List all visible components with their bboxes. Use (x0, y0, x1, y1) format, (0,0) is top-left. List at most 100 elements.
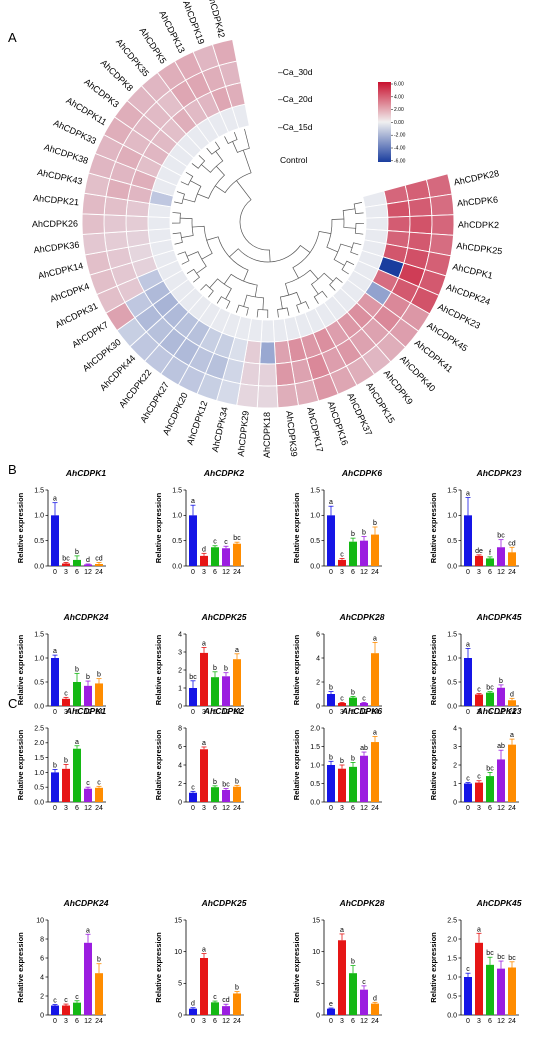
y-tick-label: 0.0 (310, 563, 320, 570)
y-tick-label: 0.0 (172, 563, 182, 570)
chart-title: AhCDPK1 (65, 468, 106, 478)
significance-letter: c (75, 994, 79, 1001)
significance-letter: b (373, 520, 377, 527)
x-tick-label: 0 (329, 1018, 333, 1025)
bar (51, 772, 59, 802)
chart-title: AhCDPK2 (203, 706, 244, 716)
y-axis-label: Relative expression (16, 634, 25, 705)
significance-letter: de (475, 548, 483, 555)
bar (508, 700, 516, 706)
x-tick-label: 12 (84, 569, 92, 576)
chart-title: AhCDPK6 (341, 468, 382, 478)
bar (62, 768, 70, 802)
x-tick-label: 0 (191, 805, 195, 812)
gene-label: AhCDPK14 (37, 261, 84, 281)
y-tick-label: 1.5 (34, 755, 44, 762)
significance-letter: a (373, 730, 377, 737)
x-tick-label: 24 (371, 709, 379, 716)
significance-letter: bc (222, 782, 230, 789)
bar (51, 658, 59, 706)
bar (338, 559, 346, 566)
x-tick-label: 3 (64, 709, 68, 716)
significance-letter: a (53, 496, 57, 503)
heat-cell (258, 363, 278, 387)
significance-letter: a (329, 499, 333, 506)
chart-title: AhCDPK1 (65, 706, 106, 716)
significance-letter: b (351, 531, 355, 538)
heat-cell (260, 319, 275, 343)
chart-title: AhCDPK23 (476, 706, 522, 716)
x-tick-label: 3 (202, 709, 206, 716)
x-tick-label: 24 (233, 709, 241, 716)
significance-letter: a (373, 635, 377, 642)
bar (360, 703, 368, 706)
significance-letter: ab (497, 743, 505, 750)
gene-label: AhCDPK16 (326, 400, 350, 447)
bar (233, 659, 241, 706)
gene-label: AhCDPK12 (185, 399, 210, 446)
bar (497, 759, 505, 802)
x-tick-label: 6 (213, 709, 217, 716)
x-tick-label: 12 (222, 1018, 230, 1025)
bar (62, 563, 70, 566)
y-tick-label: 1 (178, 685, 182, 692)
y-tick-label: 3 (453, 744, 457, 751)
y-tick-label: 2.5 (447, 917, 457, 924)
y-tick-label: 0 (178, 703, 182, 710)
bar (95, 973, 103, 1015)
significance-letter: c (213, 539, 217, 546)
y-tick-label: 1.0 (447, 974, 457, 981)
heat-cell (103, 231, 129, 252)
y-tick-label: 1.5 (172, 487, 182, 494)
x-tick-label: 3 (477, 1018, 481, 1025)
x-tick-label: 3 (64, 1018, 68, 1025)
bar (233, 993, 241, 1015)
significance-letter: b (329, 685, 333, 692)
gene-label: AhCDPK19 (181, 0, 207, 46)
significance-letter: bc (497, 954, 505, 961)
bar (464, 515, 472, 566)
significance-letter: b (97, 957, 101, 964)
chart-title: AhCDPK28 (339, 898, 385, 908)
significance-letter: b (351, 959, 355, 966)
x-tick-label: 24 (371, 569, 379, 576)
bar (211, 787, 219, 802)
heat-cell (125, 215, 149, 232)
bar (327, 515, 335, 566)
heat-cell (407, 196, 433, 217)
x-tick-label: 12 (497, 1018, 505, 1025)
x-tick-label: 0 (191, 569, 195, 576)
x-tick-label: 12 (84, 709, 92, 716)
significance-letter: a (86, 927, 90, 934)
significance-letter: b (75, 666, 79, 673)
significance-letter: a (466, 641, 470, 648)
significance-letter: a (202, 947, 206, 954)
y-tick-label: 1.0 (172, 513, 182, 520)
x-tick-label: 0 (466, 1018, 470, 1025)
significance-letter: a (510, 732, 514, 739)
x-tick-label: 6 (488, 805, 492, 812)
y-tick-label: 4 (178, 762, 182, 769)
x-tick-label: 6 (213, 805, 217, 812)
gene-label: AhCDPK36 (33, 240, 80, 256)
bar (189, 688, 197, 706)
chart-title: AhCDPK28 (339, 612, 385, 622)
chart-C-AhCDPK6: AhCDPK6 Relative expression 0.0 0.5 1.0 1.5 2.… (292, 706, 382, 812)
gene-label: AhCDPK31 (54, 301, 100, 330)
y-axis-label: Relative expression (16, 729, 25, 800)
y-tick-label: 6 (178, 744, 182, 751)
y-axis-label: Relative expression (429, 492, 438, 563)
significance-letter: b (86, 674, 90, 681)
gene-label: AhCDPK15 (364, 381, 397, 425)
heat-cell (81, 213, 105, 235)
chart-C-AhCDPK45: AhCDPK45 Relative expression 0.0 0.5 1.0 1.5 2… (429, 898, 522, 1025)
bar (200, 749, 208, 802)
x-tick-label: 12 (360, 1018, 368, 1025)
bar (95, 683, 103, 706)
significance-letter: bc (189, 674, 197, 681)
gene-label: AhCDPK2 (458, 219, 499, 230)
y-axis-label: Relative expression (154, 932, 163, 1003)
y-tick-label: 1.0 (34, 513, 44, 520)
legend-tick: -2.00 (394, 133, 406, 139)
legend-tick: 0.00 (394, 120, 404, 126)
